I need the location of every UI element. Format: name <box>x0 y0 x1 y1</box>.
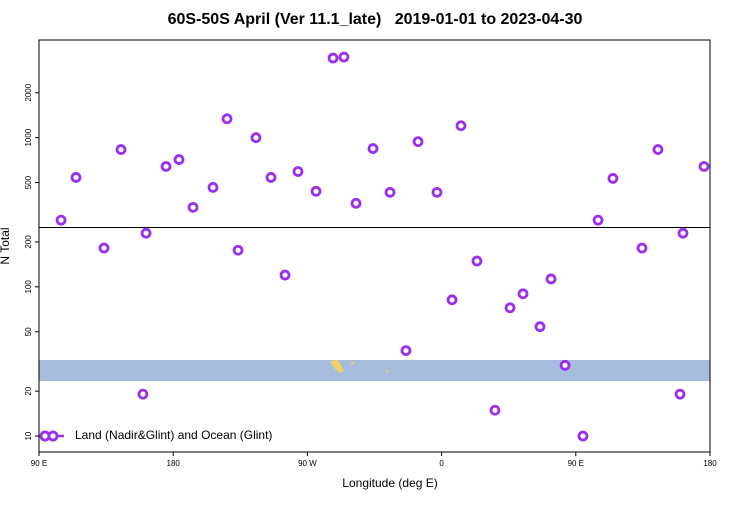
point <box>327 52 339 64</box>
point <box>98 242 110 254</box>
y-tick-label: 500 <box>24 175 33 189</box>
point <box>207 182 219 193</box>
land-shape <box>330 360 344 373</box>
x-tick-label: 180 <box>167 459 181 468</box>
x-axis-label: Longitude (deg E) <box>342 476 437 490</box>
x-tick-label: 90 W <box>298 459 317 468</box>
land-shape <box>351 362 354 364</box>
point <box>221 113 233 125</box>
point <box>292 166 304 177</box>
legend-marker <box>47 430 59 442</box>
x-tick-label: 0 <box>439 459 444 468</box>
chart-title: 60S-50S April (Ver 11.1_late) 2019-01-01… <box>168 11 583 28</box>
point <box>592 214 604 226</box>
point <box>504 302 516 314</box>
point <box>559 359 571 371</box>
point <box>636 242 648 254</box>
point <box>265 172 277 183</box>
y-tick-label: 20 <box>24 386 33 395</box>
legend-label: Land (Nadir&Glint) and Ocean (Glint) <box>75 428 272 442</box>
point <box>677 227 689 239</box>
point <box>232 244 244 256</box>
x-tick-label: 180 <box>703 459 717 468</box>
point <box>674 388 686 400</box>
point <box>70 172 82 183</box>
y-tick-label: 50 <box>24 327 33 336</box>
point <box>412 136 424 148</box>
point <box>489 404 501 416</box>
point <box>160 161 172 172</box>
map-strip <box>39 360 710 381</box>
point <box>471 255 483 267</box>
point <box>173 154 185 165</box>
x-tick-label: 90 E <box>31 459 47 468</box>
y-axis-label: N Total <box>0 227 12 264</box>
point <box>455 120 467 132</box>
point <box>446 294 458 306</box>
y-tick-label: 1000 <box>24 128 33 146</box>
y-tick-label: 10 <box>24 431 33 440</box>
point <box>115 144 127 155</box>
point <box>187 201 199 213</box>
point <box>431 186 443 198</box>
point <box>534 321 546 333</box>
point <box>517 288 529 300</box>
point <box>140 227 152 239</box>
point <box>545 273 557 285</box>
point <box>367 143 379 154</box>
point <box>652 144 664 155</box>
point <box>55 214 67 226</box>
x-tick-label: 90 E <box>568 459 584 468</box>
point <box>607 173 619 184</box>
point <box>279 269 291 281</box>
point <box>350 197 362 209</box>
land-shape <box>386 370 388 372</box>
point <box>310 185 322 197</box>
point <box>250 132 262 144</box>
y-tick-label: 100 <box>24 280 33 294</box>
point <box>400 345 412 356</box>
point <box>384 186 396 198</box>
y-tick-label: 2000 <box>24 83 33 101</box>
point <box>577 430 589 442</box>
plot-frame <box>38 39 711 453</box>
point <box>137 388 149 400</box>
point <box>338 51 350 63</box>
point <box>698 161 710 172</box>
y-tick-label: 200 <box>24 235 33 249</box>
